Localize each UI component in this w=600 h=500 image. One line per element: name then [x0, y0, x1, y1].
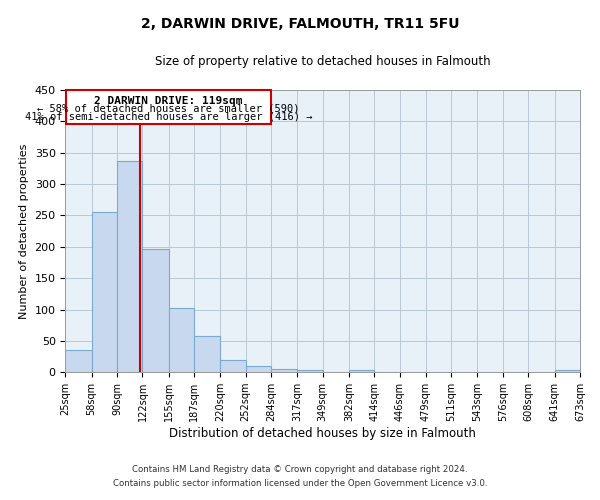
Bar — [142, 250, 169, 372]
Bar — [92, 212, 117, 372]
Text: ← 58% of detached houses are smaller (590): ← 58% of detached houses are smaller (59… — [37, 104, 300, 114]
Bar — [117, 161, 142, 372]
Bar — [65, 350, 92, 372]
Bar — [169, 308, 194, 372]
Bar — [220, 360, 246, 372]
Bar — [271, 369, 298, 372]
Bar — [194, 336, 220, 372]
Bar — [246, 366, 271, 372]
Bar — [554, 370, 580, 372]
Bar — [298, 370, 323, 372]
FancyBboxPatch shape — [66, 90, 271, 124]
Text: Contains HM Land Registry data © Crown copyright and database right 2024.
Contai: Contains HM Land Registry data © Crown c… — [113, 466, 487, 487]
Bar — [349, 370, 374, 372]
Text: 41% of semi-detached houses are larger (416) →: 41% of semi-detached houses are larger (… — [25, 112, 313, 122]
Text: 2, DARWIN DRIVE, FALMOUTH, TR11 5FU: 2, DARWIN DRIVE, FALMOUTH, TR11 5FU — [141, 18, 459, 32]
Title: Size of property relative to detached houses in Falmouth: Size of property relative to detached ho… — [155, 55, 491, 68]
Y-axis label: Number of detached properties: Number of detached properties — [19, 144, 29, 319]
X-axis label: Distribution of detached houses by size in Falmouth: Distribution of detached houses by size … — [169, 427, 476, 440]
Text: 2 DARWIN DRIVE: 119sqm: 2 DARWIN DRIVE: 119sqm — [94, 96, 243, 106]
